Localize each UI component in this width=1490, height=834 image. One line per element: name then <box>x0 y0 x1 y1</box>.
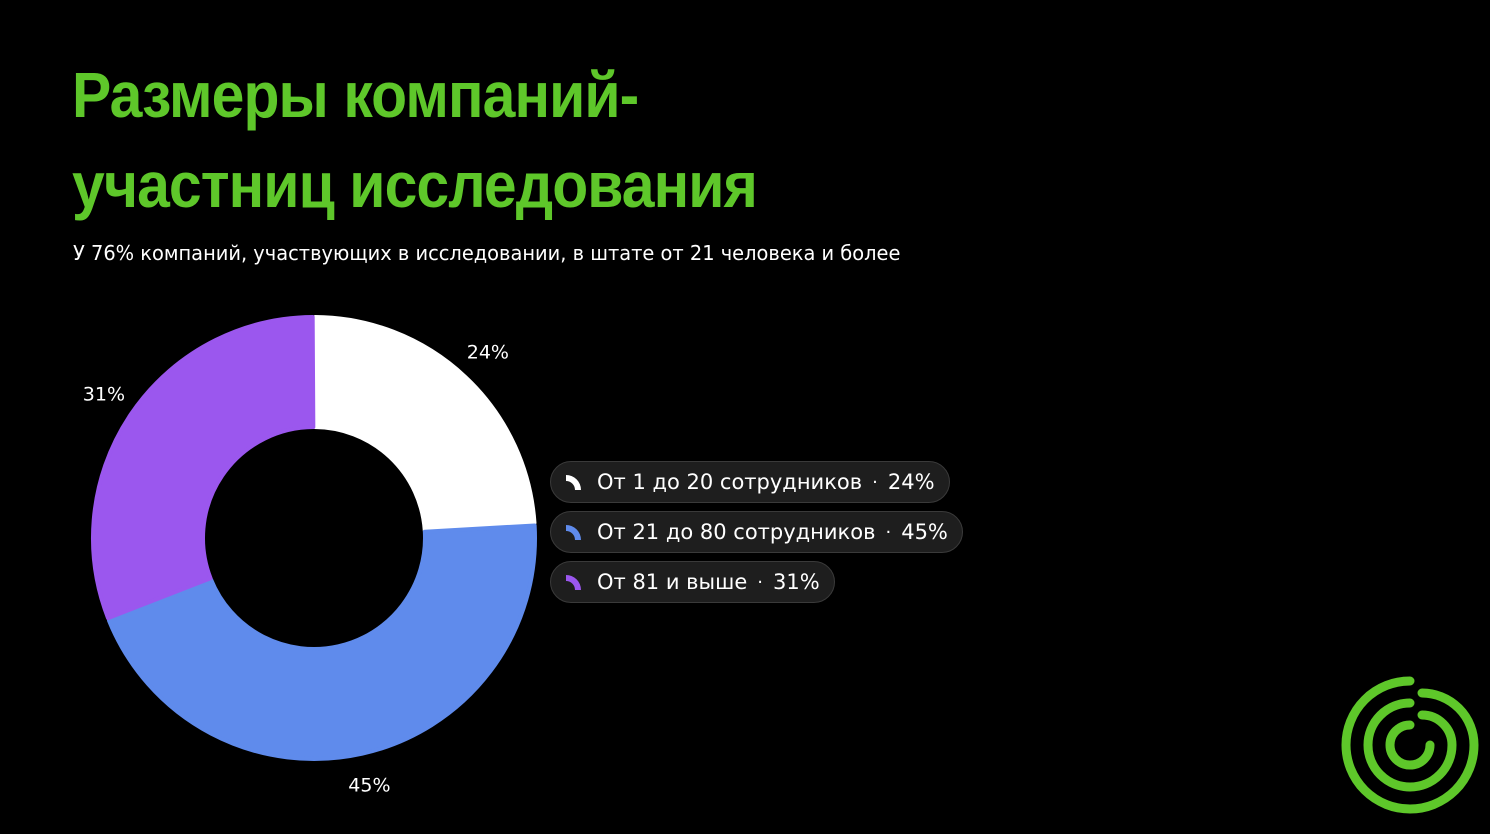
slice-value-label: 31% <box>83 384 125 406</box>
legend-item-21-80[interactable]: От 21 до 80 сотрудников · 45% <box>550 511 963 553</box>
legend-label: От 81 и выше <box>597 570 748 594</box>
legend-value: 31% <box>773 570 820 594</box>
legend-item-81-plus[interactable]: От 81 и выше · 31% <box>550 561 835 603</box>
legend-label: От 21 до 80 сотрудников <box>597 520 876 544</box>
legend-separator: · <box>872 471 878 493</box>
legend-item-1-20[interactable]: От 1 до 20 сотрудников · 24% <box>550 461 950 503</box>
legend-separator: · <box>885 521 892 543</box>
page-title-line-2: участниц исследования <box>72 149 758 221</box>
legend-swatch-icon <box>566 475 581 490</box>
donut-slice[interactable] <box>91 315 316 621</box>
legend-swatch-icon <box>566 525 581 540</box>
donut-slice[interactable] <box>107 523 537 761</box>
page-title-line-1: Размеры компаний- <box>72 59 639 131</box>
spiral-logo-icon <box>1341 676 1479 814</box>
legend-swatch-icon <box>566 575 581 590</box>
chart-legend: От 1 до 20 сотрудников · 24% От 21 до 80… <box>550 461 963 611</box>
legend-value: 45% <box>901 520 948 544</box>
legend-value: 24% <box>887 470 935 494</box>
page-title: Размеры компаний- участниц исследования <box>72 50 900 230</box>
donut-slice[interactable] <box>312 315 537 533</box>
page-subtitle: У 76% компаний, участвующих в исследован… <box>73 241 901 265</box>
legend-label: От 1 до 20 сотрудников <box>597 470 863 494</box>
legend-separator: · <box>757 571 763 593</box>
slice-value-label: 24% <box>467 341 509 363</box>
slice-value-label: 45% <box>348 774 390 796</box>
